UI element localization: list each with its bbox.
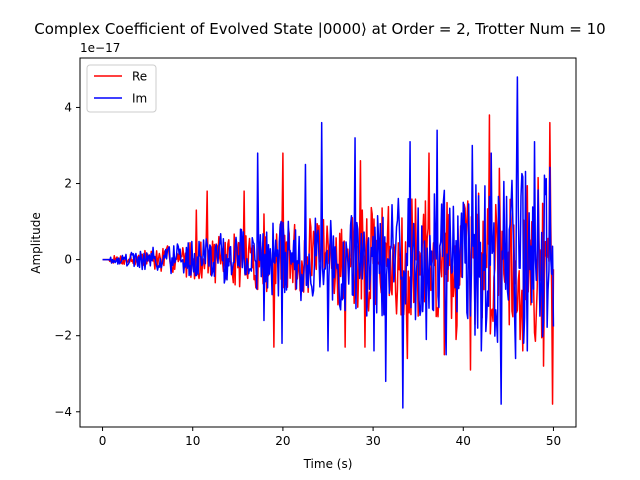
x-axis-label: Time (s) [303,457,353,471]
x-tick-label: 0 [99,434,107,448]
y-tick-label: 4 [64,100,72,114]
y-axis-label: Amplitude [29,212,43,274]
y-tick-label: 2 [64,177,72,191]
x-tick-label: 20 [275,434,290,448]
series-layer [102,76,555,409]
y-tick-label: 0 [64,253,72,267]
chart-title: Complex Coefficient of Evolved State |00… [34,20,605,38]
legend-label-im: Im [132,92,147,106]
x-tick-label: 50 [546,434,561,448]
y-tick-label: −4 [54,405,72,419]
legend-label-re: Re [132,70,147,84]
x-tick-label: 30 [365,434,380,448]
y-offset-label: 1e−17 [80,41,120,55]
x-tick-label: 40 [456,434,471,448]
series-line-im [102,76,555,409]
plot-frame [79,57,577,428]
legend: Re Im [86,64,157,113]
x-axis-ticks: 0 10 20 30 40 50 [99,427,561,448]
y-axis-ticks: −4 −2 0 2 4 [54,100,80,419]
y-tick-label: −2 [54,329,72,343]
x-tick-label: 10 [185,434,200,448]
